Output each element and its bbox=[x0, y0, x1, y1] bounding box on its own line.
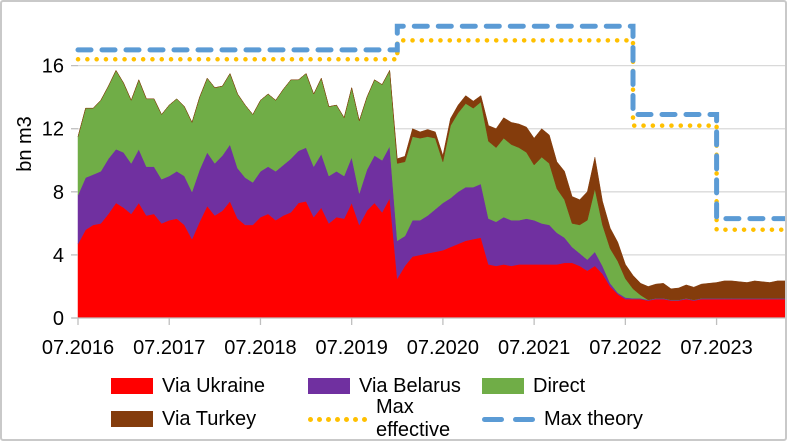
legend-item-via-ukraine: Via Ukraine bbox=[111, 370, 308, 402]
legend-swatch-via-ukraine bbox=[111, 378, 153, 394]
x-tick-label: 07.2020 bbox=[407, 337, 479, 359]
legend-label: Via Ukraine bbox=[162, 374, 266, 397]
legend-swatch-direct bbox=[482, 378, 524, 394]
legend-label: Max effective bbox=[376, 396, 451, 441]
legend-label: Via Turkey bbox=[162, 407, 257, 430]
legend-label: Direct bbox=[533, 374, 586, 397]
y-tick-label: 8 bbox=[53, 182, 64, 204]
legend-swatch-max-theory bbox=[482, 416, 535, 422]
y-axis-title: bn m3 bbox=[14, 116, 36, 172]
x-tick-label: 07.2022 bbox=[589, 337, 661, 359]
area-via-turkey bbox=[77, 69, 785, 301]
x-tick-label: 07.2021 bbox=[498, 337, 570, 359]
legend-item-max-effective: Max effective bbox=[308, 396, 482, 439]
legend-item-via-turkey: Via Turkey bbox=[111, 403, 308, 435]
y-tick-label: 0 bbox=[53, 308, 64, 330]
legend-item-max-theory: Max theory bbox=[482, 403, 643, 435]
x-tick-label: 07.2019 bbox=[316, 337, 388, 359]
legend-label: Via Belarus bbox=[359, 374, 461, 397]
legend-swatch-max-effective bbox=[308, 416, 367, 422]
x-tick-label: 07.2023 bbox=[680, 337, 752, 359]
x-tick-label: 07.2016 bbox=[42, 337, 114, 359]
y-tick-label: 4 bbox=[53, 245, 64, 267]
chart-legend: Via Ukraine Via Belarus Direct Via Turkey Ma… bbox=[111, 370, 643, 439]
y-tick-label: 16 bbox=[42, 56, 64, 78]
x-tick-label: 07.2018 bbox=[224, 337, 296, 359]
legend-item-via-belarus: Via Belarus bbox=[308, 370, 482, 402]
y-tick-label: 12 bbox=[42, 119, 64, 141]
legend-item-direct: Direct bbox=[482, 370, 643, 402]
legend-label: Max theory bbox=[544, 407, 643, 430]
x-tick-label: 07.2017 bbox=[133, 337, 205, 359]
line-max-theory bbox=[75, 23, 785, 222]
legend-swatch-via-belarus bbox=[308, 378, 350, 394]
legend-swatch-via-turkey bbox=[111, 411, 153, 427]
